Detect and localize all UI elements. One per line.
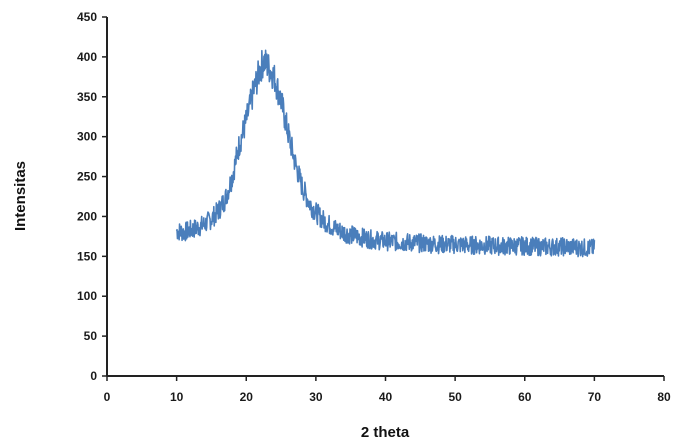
x-tick-label: 0 xyxy=(104,390,111,404)
y-tick-label: 150 xyxy=(77,249,97,263)
x-tick-label: 60 xyxy=(518,390,532,404)
y-tick-label: 350 xyxy=(77,90,97,104)
y-axis-title: Intensitas xyxy=(12,161,29,231)
x-tick-label: 70 xyxy=(588,390,602,404)
x-tick-labels: 0 10 20 30 40 50 60 70 80 xyxy=(104,390,671,404)
y-tick-label: 250 xyxy=(77,170,97,184)
x-axis-title: 2 theta xyxy=(361,424,410,441)
y-tick-label: 50 xyxy=(84,329,98,343)
y-tick-label: 400 xyxy=(77,50,97,64)
x-tick-label: 20 xyxy=(240,390,254,404)
x-tick-label: 30 xyxy=(309,390,323,404)
plot-area xyxy=(175,49,596,258)
y-tick-label: 100 xyxy=(77,289,97,303)
x-tick-label: 80 xyxy=(657,390,671,404)
y-tick-label: 300 xyxy=(77,130,97,144)
x-tick-label: 40 xyxy=(379,390,393,404)
x-tick-label: 50 xyxy=(448,390,462,404)
series-line xyxy=(175,49,596,258)
y-tick-label: 450 xyxy=(77,10,97,24)
y-tick-labels: 0 50 100 150 200 250 300 350 400 450 xyxy=(77,10,97,383)
x-tick-label: 10 xyxy=(170,390,184,404)
y-tick-label: 0 xyxy=(90,369,97,383)
y-tick-label: 200 xyxy=(77,209,97,223)
axes xyxy=(102,16,665,381)
